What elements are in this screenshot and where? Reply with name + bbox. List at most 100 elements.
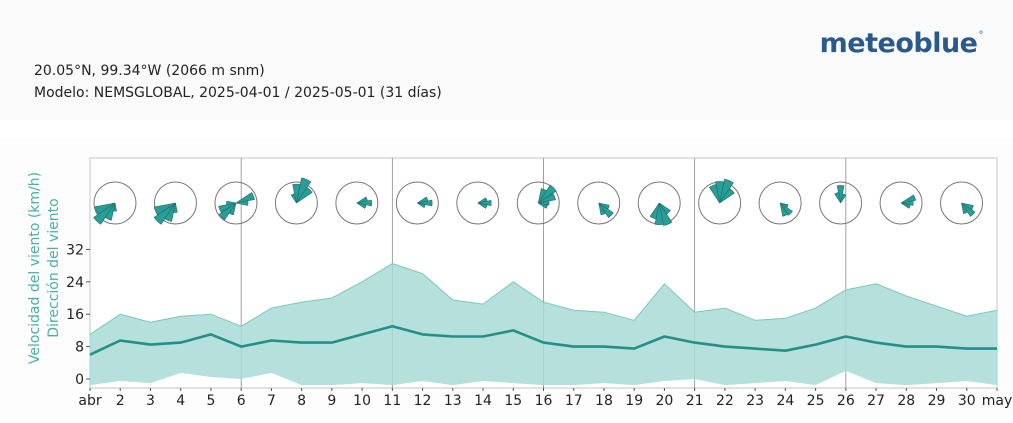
wind-rose-sector (900, 202, 911, 209)
wind-rose-sector (104, 202, 116, 221)
wind-rose (395, 181, 439, 225)
wind-rose-sector (235, 192, 255, 204)
x-tick-label: 26 (837, 393, 855, 409)
wind-rose-sector (226, 200, 236, 206)
wind-rose-sector (961, 202, 974, 211)
wind-rose-sector (537, 188, 548, 204)
wind-rose-sector (93, 202, 116, 225)
wind-rose-sector (173, 202, 178, 213)
wind-rose-circle (93, 181, 137, 225)
wind-rose-sector (900, 194, 917, 204)
wind-rose-circle (758, 181, 802, 225)
x-tick-label: 12 (414, 393, 432, 409)
x-tick-label: 15 (504, 393, 522, 409)
x-tick-label: 4 (176, 393, 185, 409)
wind-rose-sector (296, 186, 313, 204)
wind-rose-sector (598, 202, 610, 210)
x-tick-label: 28 (897, 393, 915, 409)
wind-rose-sector (153, 202, 176, 216)
wind-rose-sector (719, 187, 735, 204)
y-tick-label: 8 (75, 340, 84, 356)
wind-rose (819, 181, 863, 225)
wind-rose (274, 177, 318, 225)
x-tick-label: 19 (625, 393, 643, 409)
wind-rose-sector (654, 202, 664, 225)
wind-rose (214, 181, 258, 225)
wind-rose-circle (456, 181, 500, 225)
x-tick-label: 3 (146, 393, 155, 409)
y-tick-label: 32 (66, 242, 84, 258)
wind-rose-sector (477, 200, 492, 206)
wind-rose-sector (779, 202, 789, 209)
wind-rose-sector (961, 202, 968, 214)
wind-rose-circle (819, 181, 863, 225)
location-coordinates: 20.05°N, 99.34°W (2066 m snm) (34, 63, 265, 79)
wind-rose-sector (235, 200, 249, 206)
wind-rose-circle (153, 181, 197, 225)
x-tick-label: 22 (716, 393, 734, 409)
wind-rose (879, 181, 923, 225)
wind-rose-sector (290, 193, 297, 204)
wind-rose-sector (715, 181, 725, 204)
x-tick-label: 17 (565, 393, 583, 409)
x-tick-label: 29 (928, 393, 946, 409)
x-tick-label: 9 (327, 393, 336, 409)
wind-rose (758, 181, 802, 225)
wind-range-band (90, 263, 997, 386)
wind-rose-sector (649, 202, 660, 220)
wind-rose-sector (417, 202, 426, 209)
wind-rose-sector (961, 202, 976, 217)
wind-rose-sector (356, 202, 367, 209)
wind-rose-circle (395, 181, 439, 225)
wind-rose-sector (719, 178, 734, 204)
x-tick-label: 23 (746, 393, 764, 409)
wind-rose-sector (840, 193, 847, 204)
wind-rose (577, 181, 621, 225)
x-tick-label: abr (78, 393, 101, 409)
wind-rose-sector (538, 192, 556, 204)
wind-rose-sector (228, 202, 237, 216)
wind-rose-sector (113, 202, 117, 212)
wind-rose-sector (598, 202, 614, 219)
wind-rose (637, 181, 681, 226)
y-tick-label: 16 (66, 307, 84, 323)
wind-rose (153, 181, 197, 225)
wind-rose (516, 181, 560, 225)
wind-rose-sector (296, 177, 312, 204)
x-tick-label: 16 (535, 393, 553, 409)
wind-rose-sector (417, 199, 433, 207)
max-wind-line (89, 263, 998, 335)
wind-rose-sector (164, 202, 176, 222)
wind-rose-sector (153, 202, 176, 225)
wind-rose-sector (94, 202, 116, 215)
wind-rose-sector (836, 185, 845, 204)
x-tick-label: 20 (656, 393, 674, 409)
x-tick-label: 11 (383, 393, 401, 409)
wind-rose-circle (274, 181, 318, 225)
wind-rose-circle (214, 181, 258, 225)
x-tick-label: 14 (474, 393, 492, 409)
wind-rose-sector (598, 202, 606, 216)
wind-rose (940, 181, 984, 225)
x-tick-label: 21 (686, 393, 704, 409)
wind-rose-sector (477, 202, 488, 209)
wind-rose-sector (356, 199, 372, 207)
x-tick-label: 24 (776, 393, 794, 409)
wind-rose-sector (779, 202, 788, 217)
wind-rose (93, 181, 137, 225)
wind-chart-panel: 0 8 16 24 32 abr 2 3 4 5 6 7 8 9 10 11 12 13 14 15 16 17 18 19 2… (0, 138, 1013, 423)
wind-rose-sector (834, 192, 841, 204)
x-tick-label: 2 (116, 393, 125, 409)
chart-header: 20.05°N, 99.34°W (2066 m snm) Modelo: NE… (0, 0, 1013, 120)
x-tick-label: 18 (595, 393, 613, 409)
x-tick-label: 30 (958, 393, 976, 409)
x-tick-label: 7 (267, 393, 276, 409)
wind-rose (335, 181, 379, 225)
x-tick-label: 6 (237, 393, 246, 409)
x-tick-label: 10 (353, 393, 371, 409)
x-tick-label: 27 (867, 393, 885, 409)
x-tick-label: 5 (206, 393, 215, 409)
wind-rose-sector (708, 184, 720, 204)
wind-rose-sector (292, 183, 301, 204)
